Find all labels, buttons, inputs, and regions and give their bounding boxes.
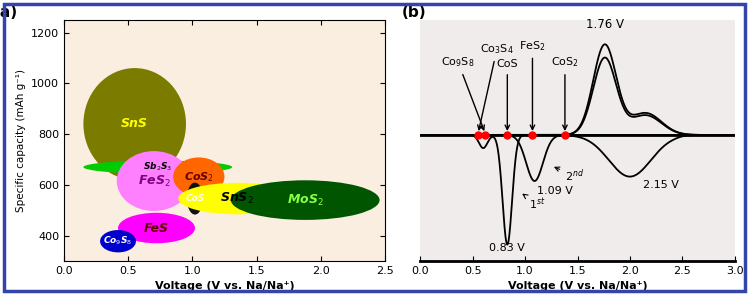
- Text: Co$_9$S$_8$: Co$_9$S$_8$: [441, 55, 485, 130]
- Ellipse shape: [118, 213, 195, 243]
- Ellipse shape: [231, 180, 380, 220]
- Text: FeS$_2$: FeS$_2$: [519, 39, 546, 129]
- Y-axis label: Specific capacity (mAh g⁻¹): Specific capacity (mAh g⁻¹): [16, 69, 25, 212]
- Text: CoS$_2$: CoS$_2$: [184, 170, 213, 184]
- Text: 1.09 V: 1.09 V: [536, 186, 572, 196]
- X-axis label: Voltage (V vs. Na/Na⁺): Voltage (V vs. Na/Na⁺): [154, 282, 294, 291]
- X-axis label: Voltage (V vs. Na/Na⁺): Voltage (V vs. Na/Na⁺): [508, 282, 647, 291]
- Ellipse shape: [187, 183, 203, 214]
- Text: 0.83 V: 0.83 V: [489, 243, 525, 253]
- Text: CoS$_2$: CoS$_2$: [551, 55, 579, 129]
- Text: (a): (a): [0, 5, 18, 20]
- Ellipse shape: [117, 151, 191, 211]
- Text: SnS: SnS: [121, 117, 148, 130]
- Text: CoS: CoS: [497, 59, 518, 129]
- Text: (b): (b): [401, 5, 426, 20]
- Text: 2.15 V: 2.15 V: [643, 180, 679, 190]
- Ellipse shape: [100, 230, 136, 252]
- Ellipse shape: [83, 160, 232, 174]
- Text: FeS: FeS: [144, 222, 169, 235]
- Text: CoS: CoS: [185, 194, 204, 203]
- Ellipse shape: [83, 68, 186, 180]
- Text: Co$_9$S$_8$: Co$_9$S$_8$: [103, 235, 133, 247]
- Text: FeS$_2$: FeS$_2$: [138, 173, 170, 189]
- Text: SnS$_2$: SnS$_2$: [220, 191, 254, 206]
- Text: 1$^{st}$: 1$^{st}$: [523, 194, 546, 212]
- Ellipse shape: [178, 183, 297, 214]
- Ellipse shape: [173, 157, 225, 196]
- Text: 2$^{nd}$: 2$^{nd}$: [555, 167, 584, 184]
- Text: Co$_3$S$_4$: Co$_3$S$_4$: [478, 42, 514, 129]
- Text: 1.76 V: 1.76 V: [586, 18, 624, 31]
- Text: MoS$_2$: MoS$_2$: [287, 192, 324, 208]
- Text: Sb$_2$S$_3$: Sb$_2$S$_3$: [143, 161, 172, 173]
